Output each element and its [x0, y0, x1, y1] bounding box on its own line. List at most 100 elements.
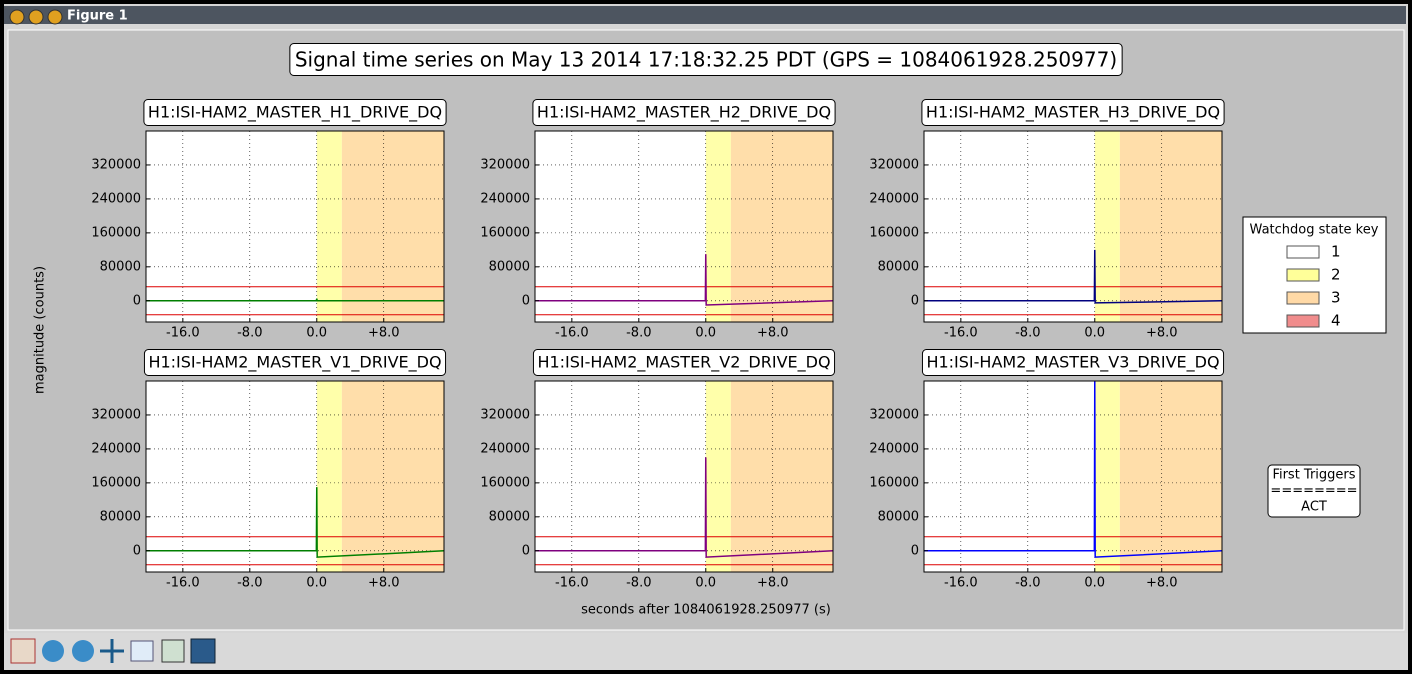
zoom-button[interactable]: [130, 640, 154, 662]
x-tick-label: -16.0: [166, 326, 200, 341]
subplot-title-frame: [921, 349, 1225, 376]
y-tick-label: 80000: [489, 259, 530, 274]
close-button[interactable]: [9, 9, 25, 25]
state-span: [705, 381, 731, 572]
subplot-title: H1:ISI-HAM2_MASTER_V2_DRIVE_DQ: [537, 353, 830, 373]
y-tick-label: 160000: [480, 225, 530, 240]
y-tick-label: 160000: [91, 225, 141, 240]
y-tick-label: 240000: [869, 441, 919, 456]
y-tick-label: 80000: [878, 509, 919, 524]
y-tick-label: 0: [133, 543, 141, 558]
x-tick-label: -8.0: [237, 576, 262, 591]
triggers-line: ACT: [1301, 500, 1327, 515]
x-tick-label: -8.0: [626, 576, 651, 591]
figure-title-frame: [289, 43, 1123, 76]
signal-line: [535, 457, 833, 558]
x-tick-label: -16.0: [944, 576, 978, 591]
signal-line: [146, 298, 444, 302]
back-button[interactable]: [42, 640, 64, 662]
x-tick-label: +8.0: [757, 326, 789, 341]
save-button[interactable]: [190, 638, 216, 664]
state-span: [705, 131, 731, 322]
y-tick-label: 160000: [869, 225, 919, 240]
y-tick-label: 320000: [480, 157, 530, 172]
state-span: [730, 131, 833, 322]
legend-label: 3: [1331, 289, 1341, 307]
triggers-frame: [1267, 464, 1361, 518]
y-tick-label: 0: [133, 293, 141, 308]
plot-content: [535, 381, 833, 572]
x-tick-label: 0.0: [695, 326, 716, 341]
state-span: [1119, 381, 1222, 572]
x-tick-label: 0.0: [1084, 576, 1105, 591]
pan-button[interactable]: [100, 639, 124, 663]
figure-title: Signal time series on May 13 2014 17:18:…: [295, 48, 1117, 72]
subplot-title-box: H1:ISI-HAM2_MASTER_V2_DRIVE_DQ: [532, 349, 836, 376]
plot-frame: [534, 130, 834, 323]
x-tick-label: -16.0: [555, 326, 589, 341]
plot-content: [146, 131, 444, 322]
subplot-title-frame: [921, 99, 1225, 126]
subplot: -16.0 -8.0 0.0 +8.0 0 80000 160000 240000 320000…: [91, 349, 447, 591]
subplot-title: H1:ISI-HAM2_MASTER_H3_DRIVE_DQ: [926, 103, 1220, 123]
legend-swatch: [1286, 245, 1320, 259]
legend-title: Watchdog state key: [1250, 223, 1379, 238]
triggers-line: ========: [1270, 484, 1357, 499]
plot-frame: [145, 130, 445, 323]
state-span: [1094, 381, 1120, 572]
state-span: [341, 131, 444, 322]
subplot-title-frame: [532, 349, 836, 376]
legend-label: 4: [1331, 312, 1341, 330]
x-axis-label: seconds after 1084061928.250977 (s): [581, 603, 831, 618]
legend-swatch: [1286, 291, 1320, 305]
subplot-title: H1:ISI-HAM2_MASTER_V1_DRIVE_DQ: [148, 353, 441, 373]
title-bar: [4, 6, 1406, 24]
y-tick-label: 160000: [869, 475, 919, 490]
x-tick-label: -8.0: [626, 326, 651, 341]
x-tick-label: +8.0: [368, 326, 400, 341]
x-tick-label: 0.0: [695, 576, 716, 591]
subplot-title-box: H1:ISI-HAM2_MASTER_V1_DRIVE_DQ: [143, 349, 447, 376]
legend-swatch: [1286, 268, 1320, 282]
subplot: -16.0 -8.0 0.0 +8.0 0 80000 160000 240000 320000…: [480, 349, 836, 591]
signal-line: [924, 249, 1222, 304]
subplot-title-frame: [143, 349, 447, 376]
triggers-line: First Triggers: [1272, 468, 1355, 483]
triggers-box: First Triggers========ACT: [1267, 464, 1361, 518]
y-tick-label: 80000: [878, 259, 919, 274]
plot-content: [146, 381, 444, 572]
y-tick-label: 320000: [91, 407, 141, 422]
toolbar: [4, 633, 1408, 670]
plot-frame: [145, 380, 445, 573]
y-tick-label: 320000: [869, 407, 919, 422]
y-tick-label: 240000: [91, 441, 141, 456]
subplot-title: H1:ISI-HAM2_MASTER_H1_DRIVE_DQ: [148, 103, 442, 123]
plot-content: [924, 381, 1222, 572]
state-span: [730, 381, 833, 572]
y-tick-label: 240000: [480, 441, 530, 456]
minimize-button[interactable]: [28, 9, 44, 25]
y-tick-label: 320000: [480, 407, 530, 422]
window-title: Figure 1: [67, 9, 128, 24]
state-span: [316, 131, 342, 322]
x-tick-label: 0.0: [1084, 326, 1105, 341]
subplot: -16.0 -8.0 0.0 +8.0 0 80000 160000 240000 320000…: [91, 99, 447, 341]
y-axis-label: magnitude (counts): [33, 266, 48, 394]
home-button[interactable]: [10, 638, 36, 664]
subplots-button[interactable]: [161, 639, 185, 663]
x-tick-label: +8.0: [757, 576, 789, 591]
state-span: [341, 381, 444, 572]
subplot-title-box: H1:ISI-HAM2_MASTER_H2_DRIVE_DQ: [532, 99, 836, 126]
forward-button[interactable]: [72, 640, 94, 662]
y-tick-label: 320000: [91, 157, 141, 172]
signal-line: [924, 381, 1222, 558]
subplot: -16.0 -8.0 0.0 +8.0 0 80000 160000 240000 320000…: [480, 99, 836, 341]
signal-line: [146, 487, 444, 558]
x-tick-label: -8.0: [1015, 326, 1040, 341]
subplot-title-box: H1:ISI-HAM2_MASTER_H1_DRIVE_DQ: [143, 99, 447, 126]
maximize-button[interactable]: [47, 9, 63, 25]
subplot-title: H1:ISI-HAM2_MASTER_H2_DRIVE_DQ: [537, 103, 831, 123]
y-tick-label: 80000: [100, 509, 141, 524]
subplot-title: H1:ISI-HAM2_MASTER_V3_DRIVE_DQ: [926, 353, 1219, 373]
